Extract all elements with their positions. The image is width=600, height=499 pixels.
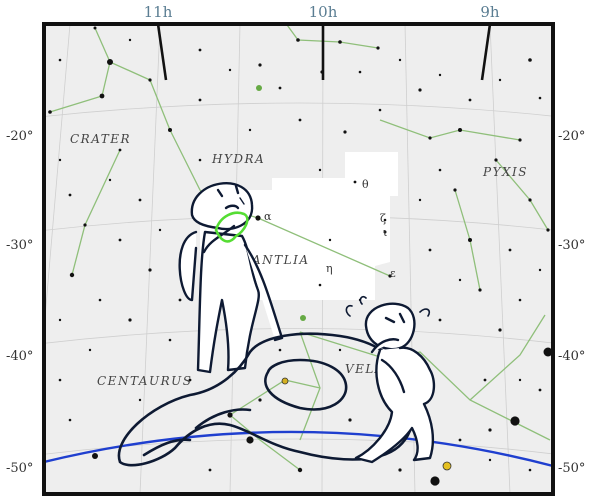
star-label: θ [362,178,369,191]
yellow-star-marker [281,377,289,385]
dec-label-left: -50° [6,461,33,476]
constellation-label: PYXIS [482,165,528,179]
star-label: η [326,262,333,275]
highlighted-hand-icon [214,211,249,243]
ra-label: 9h [480,3,500,21]
standing-figure-icon [178,182,284,374]
constellation-label: VELA [345,362,385,376]
dec-label-right: -40° [558,349,585,364]
dec-label-right: -20° [558,129,585,144]
ecliptic-line [44,430,553,468]
yellow-star-marker-2 [442,461,452,471]
dec-label-left: -30° [6,238,33,253]
top-ticks [156,24,492,81]
constellation-label: CENTAURUS [97,374,192,388]
map-frame [42,22,555,496]
star-label: ζ [380,212,386,225]
star-label: ε [390,267,396,280]
dec-label-right: -30° [558,238,585,253]
green-star-marker [256,85,262,91]
ra-label: 10h [309,3,338,21]
dec-label-left: -20° [6,129,33,144]
green-star-marker-2 [300,315,306,321]
constellation-label: ANTLIA [251,253,310,267]
crouching-creature-icon [345,295,436,464]
constellation-label: CRATER [70,132,131,146]
ra-label: 11h [144,3,173,21]
dec-label-right: -50° [558,461,585,476]
star-label: α [264,210,272,223]
star-label: ι [383,226,387,239]
dec-label-left: -40° [6,349,33,364]
slug-creature-icon [117,332,415,467]
constellation-label: HYDRA [211,152,265,166]
